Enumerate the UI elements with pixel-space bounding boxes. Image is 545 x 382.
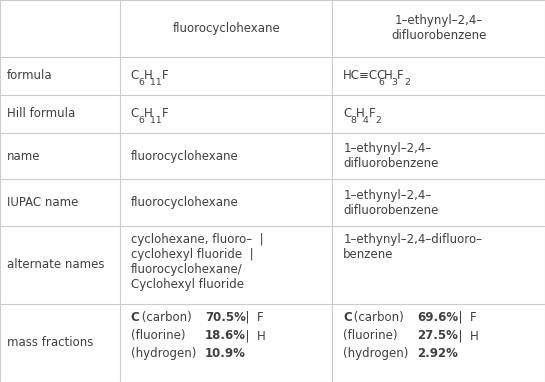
Text: (fluorine): (fluorine) [343,329,402,342]
Text: C: C [131,311,140,324]
Text: (fluorine): (fluorine) [131,329,189,342]
Text: fluorocyclohexane: fluorocyclohexane [131,196,239,209]
Text: F: F [397,70,403,83]
Text: formula: formula [7,70,52,83]
Text: (carbon): (carbon) [350,311,408,324]
Text: H: H [143,107,152,120]
Text: 69.6%: 69.6% [417,311,458,324]
Text: 1–ethynyl–2,4–
difluorobenzene: 1–ethynyl–2,4– difluorobenzene [391,15,486,42]
Text: cyclohexane, fluoro–  |
cyclohexyl fluoride  |
fluorocyclohexane/
Cyclohexyl flu: cyclohexane, fluoro– | cyclohexyl fluori… [131,233,263,291]
Text: (carbon): (carbon) [137,311,195,324]
Text: 11: 11 [150,78,162,87]
Text: fluorocyclohexane: fluorocyclohexane [172,22,280,35]
Text: |  F: | F [239,311,264,324]
Text: H: H [356,107,365,120]
Text: 3: 3 [391,78,397,87]
Text: IUPAC name: IUPAC name [7,196,78,209]
Text: 2: 2 [376,117,382,125]
Text: 6: 6 [138,78,144,87]
Text: 2.92%: 2.92% [417,348,458,361]
Text: alternate names: alternate names [7,258,104,271]
Text: 1–ethynyl–2,4–difluoro–
benzene: 1–ethynyl–2,4–difluoro– benzene [343,233,482,261]
Text: |  H: | H [239,329,266,342]
Text: mass fractions: mass fractions [7,337,93,350]
Text: 27.5%: 27.5% [417,329,458,342]
Text: 70.5%: 70.5% [205,311,246,324]
Text: F: F [368,107,375,120]
Text: HC≡CC: HC≡CC [343,70,387,83]
Text: C: C [343,107,352,120]
Text: 2: 2 [404,78,410,87]
Text: (hydrogen): (hydrogen) [131,348,200,361]
Text: C: C [131,107,139,120]
Text: 4: 4 [363,117,369,125]
Text: 6: 6 [379,78,385,87]
Text: 11: 11 [150,117,162,125]
Text: |  H: | H [451,329,479,342]
Text: 1–ethynyl–2,4–
difluorobenzene: 1–ethynyl–2,4– difluorobenzene [343,189,439,217]
Text: 18.6%: 18.6% [205,329,246,342]
Text: F: F [161,70,168,83]
Text: Hill formula: Hill formula [7,107,75,120]
Text: fluorocyclohexane: fluorocyclohexane [131,150,239,163]
Text: C: C [131,70,139,83]
Text: |  F: | F [451,311,477,324]
Text: C: C [343,311,352,324]
Text: F: F [161,107,168,120]
Text: (hydrogen): (hydrogen) [343,348,413,361]
Text: 8: 8 [350,117,356,125]
Text: name: name [7,150,40,163]
Text: H: H [143,70,152,83]
Text: 6: 6 [138,117,144,125]
Text: 10.9%: 10.9% [205,348,246,361]
Text: 1–ethynyl–2,4–
difluorobenzene: 1–ethynyl–2,4– difluorobenzene [343,142,439,170]
Text: H: H [384,70,393,83]
